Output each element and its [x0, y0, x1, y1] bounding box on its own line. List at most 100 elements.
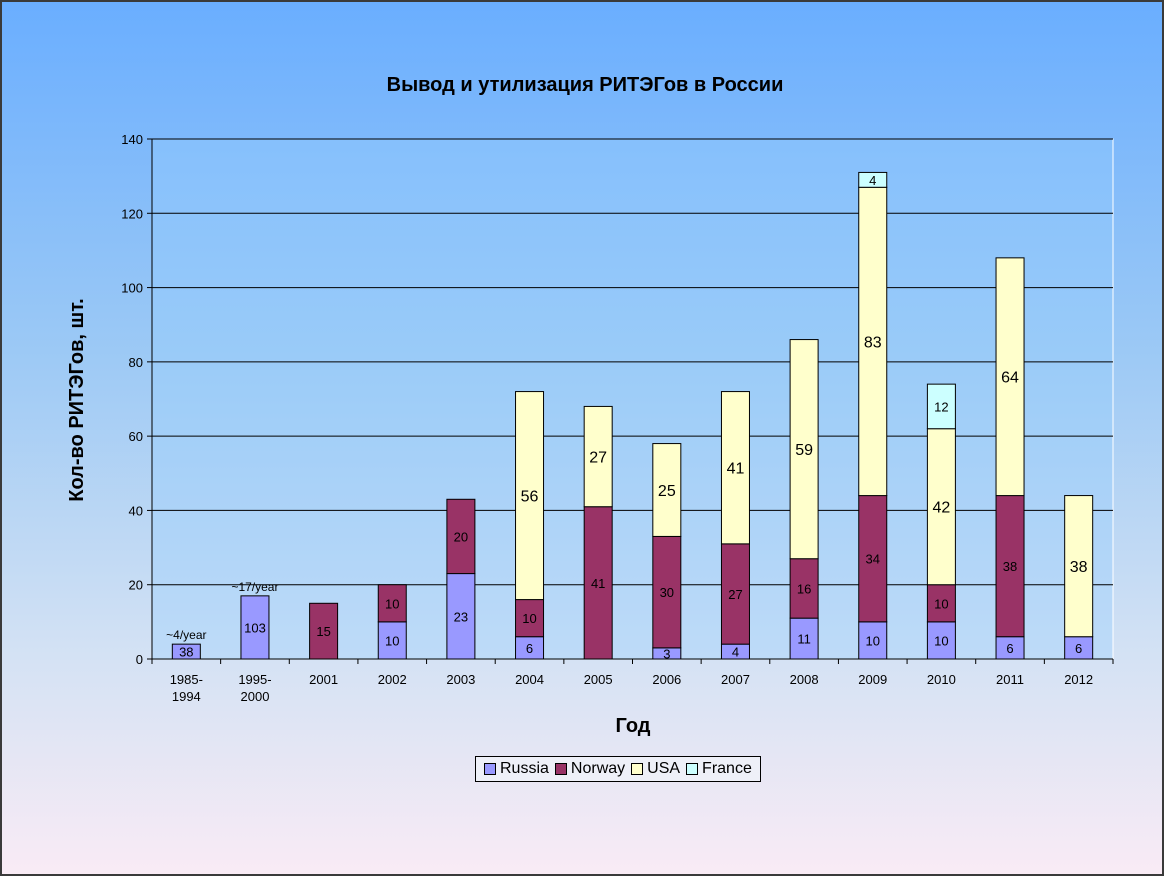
y-tick-label: 100	[121, 281, 143, 296]
x-tick-label: 2008	[790, 672, 819, 687]
legend-label: France	[702, 760, 752, 777]
y-tick-label: 60	[129, 429, 143, 444]
data-label: 38	[1003, 559, 1017, 574]
data-label: 3	[663, 646, 670, 661]
legend-swatch	[631, 763, 644, 775]
bar-norway	[789, 558, 819, 619]
chart-title: Вывод и утилизация РИТЭГов в России	[387, 74, 784, 96]
x-tick-label: 2001	[309, 672, 338, 687]
legend-item-norway: Norway	[554, 760, 626, 778]
x-tick-label: 2007	[721, 672, 750, 687]
y-tick-label: 80	[129, 355, 143, 370]
legend-swatch	[484, 763, 496, 775]
data-label: 59	[795, 442, 813, 459]
x-tick-label: 2004	[515, 672, 544, 687]
bar-norway	[720, 543, 750, 645]
data-label: 10	[934, 633, 948, 648]
bar-russia	[377, 621, 407, 660]
data-label: 64	[1001, 370, 1019, 387]
legend-item-france: France	[686, 760, 752, 778]
y-axis-label: Кол-во РИТЭГов, шт.	[66, 298, 88, 502]
x-tick-label: 1985-1994	[170, 672, 203, 704]
data-label: 10	[866, 633, 880, 648]
y-tick-label: 120	[121, 206, 143, 221]
data-label: 34	[866, 552, 880, 567]
x-tick-label: 2003	[446, 672, 475, 687]
data-label: 15	[316, 624, 330, 639]
y-tick-label: 40	[129, 503, 143, 518]
bar-usa	[583, 405, 613, 508]
x-axis-label: Год	[616, 715, 651, 737]
bar-usa	[789, 339, 819, 560]
data-label: 38	[179, 645, 193, 660]
data-label: 42	[932, 500, 950, 517]
data-label: 12	[934, 399, 948, 414]
data-label: 4	[732, 645, 739, 660]
bar-russia	[858, 621, 888, 660]
bar-russia	[789, 617, 819, 660]
bar-russia	[926, 621, 956, 660]
bar-usa	[1064, 495, 1094, 638]
data-label: 6	[1006, 641, 1013, 656]
legend-item-usa: USA	[631, 760, 680, 778]
data-label: 38	[1070, 559, 1088, 576]
data-label: 41	[591, 576, 605, 591]
bar-russia	[171, 643, 201, 660]
bar-norway	[309, 602, 339, 660]
legend-label: USA	[647, 760, 681, 777]
bar-france	[858, 171, 888, 188]
data-label: 27	[589, 450, 607, 467]
bar-france	[926, 383, 956, 430]
x-tick-label: 2009	[858, 672, 887, 687]
data-label: 56	[521, 489, 539, 506]
x-tick-label: 2010	[927, 672, 956, 687]
x-tick-label: 2011	[996, 672, 1024, 687]
x-tick-label: 1995-2000	[238, 672, 271, 704]
bar-usa	[720, 391, 750, 545]
data-label: 83	[864, 334, 882, 351]
annotation: ~4/year	[166, 628, 206, 642]
data-label: 27	[728, 587, 742, 602]
data-label: 10	[385, 633, 399, 648]
y-tick-label: 20	[129, 578, 143, 593]
data-label: 30	[660, 585, 674, 600]
y-tick-label: 140	[121, 132, 143, 147]
data-label: 10	[385, 596, 399, 611]
data-label: 23	[454, 609, 468, 624]
x-tick-label: 2006	[652, 672, 681, 687]
data-label: 16	[797, 581, 811, 596]
bar-norway	[515, 599, 545, 638]
bar-norway	[377, 584, 407, 623]
bar-norway	[446, 498, 476, 575]
bar-usa	[858, 186, 888, 497]
annotation: ~17/year	[231, 580, 278, 594]
data-label: 41	[727, 461, 745, 478]
legend-swatch	[686, 763, 699, 775]
data-label: 103	[244, 620, 266, 635]
data-label: 6	[1075, 641, 1082, 656]
legend-label: Norway	[570, 760, 626, 777]
bar-usa	[515, 391, 545, 601]
plot-background	[151, 138, 1114, 660]
data-label: 10	[522, 611, 536, 626]
x-tick-label: 2002	[378, 672, 407, 687]
bar-russia	[240, 595, 270, 660]
bar-usa	[926, 428, 956, 586]
bar-norway	[583, 506, 613, 660]
data-label: 10	[934, 596, 948, 611]
data-label: 11	[797, 632, 811, 647]
legend: Russia Norway USA France	[475, 756, 761, 782]
bar-usa	[652, 443, 682, 537]
x-tick-label: 2005	[584, 672, 613, 687]
legend-item-russia: Russia	[484, 760, 549, 778]
x-tick-label: 2012	[1064, 672, 1093, 687]
data-label: 6	[526, 641, 533, 656]
legend-label: Russia	[500, 760, 549, 777]
data-label: 25	[658, 483, 676, 500]
y-tick-label: 0	[136, 652, 143, 667]
bar-norway	[858, 495, 888, 623]
data-label: 20	[454, 529, 468, 544]
